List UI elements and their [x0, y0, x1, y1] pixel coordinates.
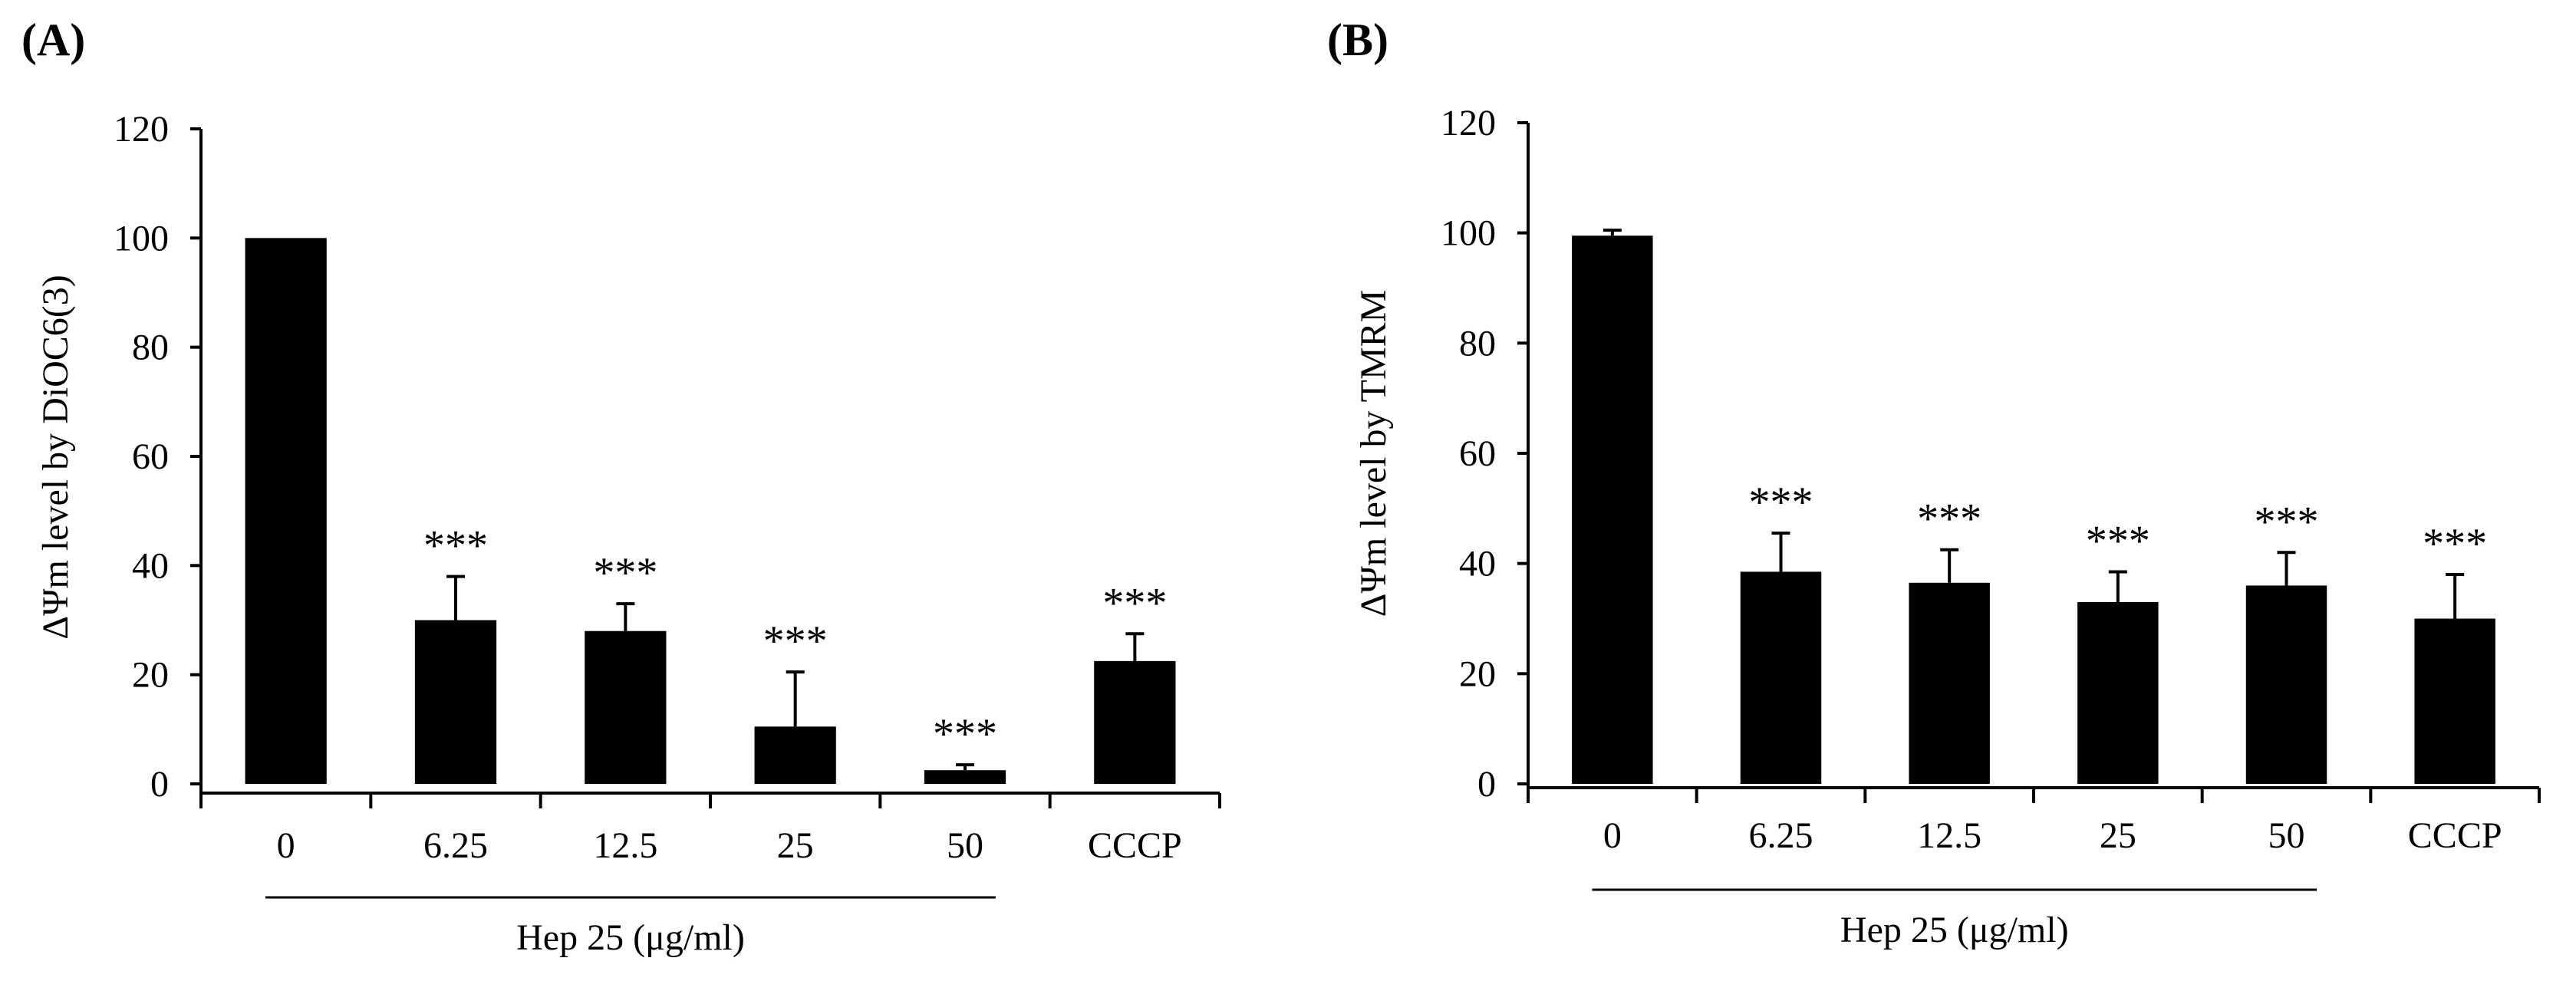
panel-a-group: Hep 25 (μg/ml): [265, 896, 996, 958]
panel-b-y-tick-label: 40: [1459, 544, 1496, 584]
panel-a-category-label: 50: [947, 825, 983, 866]
panel-b-category-label: 50: [2268, 815, 2305, 856]
panel-a-bars: *** *** *** *** ***: [245, 238, 1176, 784]
panel-a-bar: [754, 726, 836, 784]
panel-b-significance-label: ***: [1917, 495, 1981, 543]
panel-a-significance-label: ***: [763, 617, 828, 665]
panel-b-category-label: 25: [2100, 815, 2136, 856]
panel-a-category-label: 25: [777, 825, 814, 866]
panel-a-y-ticks: 0 20 40 60 80 100 120: [114, 109, 201, 805]
panel-b-y-tick-label: 120: [1441, 103, 1496, 143]
panel-a-y-axis-title: ΔΨm level by DiOC6(3): [35, 275, 76, 640]
panel-b-y-tick-label: 0: [1477, 764, 1496, 805]
panel-b-axes: [1527, 123, 2541, 803]
panel-a-y-tick-label: 40: [132, 545, 169, 586]
panel-b-y-tick-label: 100: [1441, 213, 1496, 254]
panel-b-category-label: 0: [1603, 815, 1622, 856]
panel-a-significance-label: ***: [933, 710, 997, 758]
panel-a-bar: [924, 770, 1006, 784]
panel-a-label: (A): [21, 15, 85, 65]
panel-a-y-tick-label: 0: [150, 764, 169, 805]
panel-b-y-tick-label: 80: [1459, 323, 1496, 364]
panel-a-category-label: 0: [277, 825, 295, 866]
panel-b-label: (B): [1327, 15, 1388, 65]
panel-a-y-tick-label: 100: [114, 218, 169, 258]
panel-b-category-label: CCCP: [2408, 815, 2502, 856]
panel-b-group-label: Hep 25 (μg/ml): [1840, 910, 2069, 950]
panel-a-bar: [245, 238, 327, 784]
panel-a-significance-label: ***: [593, 549, 657, 597]
panel-a-y-tick-label: 20: [132, 655, 169, 696]
panel-a-y-tick-label: 60: [132, 436, 169, 477]
panel-a: (A) ΔΨm level by DiOC6(3) 0 20 40 60 80 100 12…: [21, 15, 1221, 958]
panel-b-bar: [1909, 582, 1990, 784]
panel-a-category-label: 6.25: [423, 825, 488, 866]
panel-b-significance-label: ***: [2423, 520, 2487, 568]
panel-a-category-label: CCCP: [1088, 825, 1182, 866]
panel-b-y-axis-title: ΔΨm level by TMRM: [1353, 290, 1394, 617]
panel-a-y-tick-label: 120: [114, 109, 169, 150]
panel-a-bar: [414, 620, 497, 784]
panel-a-x-categories: 0 6.25 12.5 25 50 CCCP: [277, 825, 1182, 866]
panel-a-category-label: 12.5: [593, 825, 657, 866]
panel-b: (B) ΔΨm level by TMRM 0 20 40 60 80 100 120 **…: [1327, 15, 2541, 950]
panel-a-significance-label: ***: [423, 522, 488, 570]
panel-b-significance-label: ***: [2086, 517, 2150, 565]
panel-b-bar: [1572, 235, 1653, 785]
panel-b-group: Hep 25 (μg/ml): [1592, 888, 2317, 950]
panel-b-bars: *** *** *** *** ***: [1572, 229, 2495, 785]
panel-b-bar: [2414, 618, 2495, 784]
panel-b-significance-label: ***: [1749, 479, 1813, 526]
panel-b-significance-label: ***: [2255, 498, 2319, 545]
panel-b-y-tick-label: 60: [1459, 433, 1496, 474]
panel-b-x-categories: 0 6.25 12.5 25 50 CCCP: [1603, 815, 2502, 856]
panel-b-y-ticks: 0 20 40 60 80 100 120: [1441, 103, 1528, 805]
panel-a-bar: [1094, 660, 1176, 784]
panel-b-bar: [2077, 601, 2159, 784]
panel-a-axes: [199, 129, 1221, 808]
panel-b-bar: [1740, 571, 1822, 784]
panel-b-category-label: 12.5: [1917, 815, 1981, 856]
panel-a-significance-label: ***: [1102, 579, 1167, 627]
panel-a-group-label: Hep 25 (μg/ml): [516, 917, 745, 958]
panel-a-bar: [585, 630, 667, 784]
panel-b-bar: [2245, 585, 2327, 784]
panel-a-y-tick-label: 80: [132, 328, 169, 368]
panel-b-y-tick-label: 20: [1459, 653, 1496, 694]
panel-b-category-label: 6.25: [1749, 815, 1813, 856]
